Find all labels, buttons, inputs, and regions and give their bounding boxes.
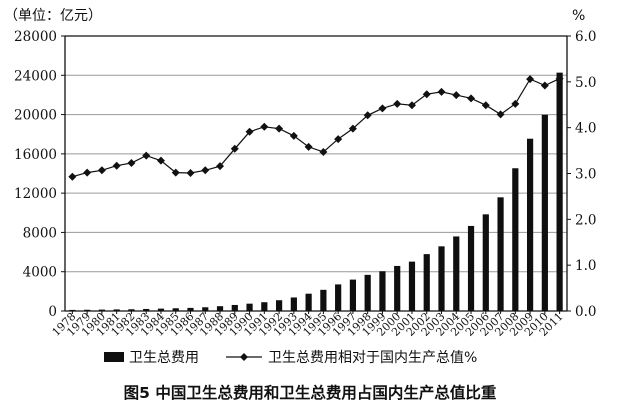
bar-2007	[497, 197, 504, 311]
bar-2004	[453, 236, 460, 311]
left-axis-ticks: 0 4000 8000 12000 16000 20000 24000 28000	[14, 29, 65, 320]
ratio-point-2011	[555, 74, 564, 83]
ratio-point-2003	[437, 87, 446, 96]
right-tick-label: 4.0	[575, 121, 596, 137]
ratio-point-1978	[68, 172, 77, 181]
ratio-point-1992	[275, 124, 284, 133]
bar-1983	[143, 308, 150, 311]
ratio-point-2006	[481, 101, 490, 110]
left-tick-label: 8000	[23, 225, 57, 241]
ratio-point-1979	[83, 168, 92, 177]
ratio-point-2010	[540, 81, 549, 90]
left-axis-unit-label: （单位：亿元）	[4, 8, 102, 24]
ratio-point-1998	[363, 111, 372, 120]
legend-bar-swatch	[104, 352, 124, 362]
ratio-point-1989	[230, 144, 239, 153]
ratio-point-1994	[304, 142, 313, 151]
right-tick-label: 5.0	[575, 75, 596, 91]
bar-2010	[541, 114, 548, 312]
bar-1994	[305, 293, 312, 311]
left-tick-label: 28000	[14, 29, 57, 45]
right-tick-label: 2.0	[575, 212, 596, 228]
bar-2001	[408, 261, 416, 311]
bar-1986	[187, 307, 194, 311]
left-tick-label: 0	[48, 304, 57, 320]
left-tick-label: 16000	[14, 147, 57, 163]
bar-1998	[364, 274, 371, 311]
legend-diamond-marker-icon	[240, 353, 248, 361]
ratio-point-2009	[526, 75, 535, 84]
ratio-point-1990	[245, 127, 254, 136]
ratio-point-2005	[467, 94, 476, 103]
bar-1980	[98, 309, 106, 311]
ratio-point-1986	[186, 169, 195, 178]
bar-1990	[246, 303, 253, 311]
right-axis-unit-label: %	[572, 8, 585, 24]
legend-line-label: 卫生总费用相对于国内生产总值%	[268, 350, 477, 366]
bar-1997	[349, 279, 357, 311]
ratio-point-1987	[201, 166, 210, 175]
ratio-point-2007	[496, 110, 505, 119]
ratio-point-2008	[511, 99, 520, 108]
ratio-point-2000	[393, 99, 402, 108]
legend: 卫生总费用 卫生总费用相对于国内生产总值%	[104, 350, 477, 366]
ratio-point-1993	[289, 131, 298, 140]
ratio-line-series	[68, 74, 564, 181]
left-tick-label: 20000	[14, 108, 57, 124]
left-tick-label: 4000	[23, 265, 57, 281]
ratio-point-1996	[334, 135, 343, 144]
bar-1987	[202, 307, 209, 311]
ratio-point-2001	[407, 101, 416, 110]
axes	[64, 35, 568, 312]
ratio-point-2002	[422, 90, 431, 99]
right-tick-label: 1.0	[575, 258, 596, 274]
ratio-point-1995	[319, 147, 328, 156]
bar-2000	[394, 265, 401, 311]
legend-bar-label: 卫生总费用	[129, 350, 199, 366]
right-tick-label: 0.0	[575, 304, 596, 320]
bar-1992	[275, 300, 283, 311]
bar-1985	[172, 308, 179, 311]
right-tick-label: 6.0	[575, 29, 596, 45]
bar-1996	[335, 284, 342, 311]
ratio-point-1981	[112, 161, 121, 170]
bar-1993	[290, 297, 297, 311]
bar-1982	[128, 309, 135, 311]
bar-2005	[467, 225, 475, 311]
bar-2006	[482, 214, 489, 311]
x-axis-ticks: 1978197919801981198219831984198519861987…	[50, 310, 566, 339]
ratio-point-1982	[127, 158, 136, 167]
bar-1984	[157, 308, 165, 311]
right-tick-label: 3.0	[575, 167, 596, 183]
bar-1989	[231, 304, 238, 311]
bar-1988	[216, 306, 224, 311]
ratio-point-1983	[142, 151, 151, 160]
bar-1995	[320, 289, 327, 311]
right-axis-ticks: 0.0 1.0 2.0 3.0 4.0 5.0 6.0	[567, 29, 596, 320]
figure-caption: 图5 中国卫生总费用和卫生总费用占国内生产总值比重	[124, 383, 497, 402]
bar-2009	[526, 138, 534, 311]
gridlines	[65, 35, 567, 273]
ratio-polyline	[72, 78, 560, 178]
bar-1991	[261, 302, 268, 311]
ratio-point-1997	[348, 124, 357, 133]
bar-1981	[113, 309, 120, 311]
ratio-point-1985	[171, 168, 180, 177]
bar-2002	[423, 254, 430, 311]
bar-1999	[379, 271, 386, 311]
left-tick-label: 12000	[14, 186, 57, 202]
bar-2008	[512, 168, 519, 311]
left-tick-label: 24000	[14, 68, 57, 84]
bar-2011	[556, 72, 563, 311]
ratio-point-1984	[156, 156, 165, 165]
ratio-point-1991	[260, 122, 269, 131]
ratio-point-1980	[97, 166, 106, 175]
ratio-point-1999	[378, 104, 387, 113]
ratio-point-1988	[216, 162, 225, 171]
bar-2003	[438, 246, 445, 311]
bar-series	[69, 72, 563, 312]
ratio-point-2004	[452, 91, 461, 100]
